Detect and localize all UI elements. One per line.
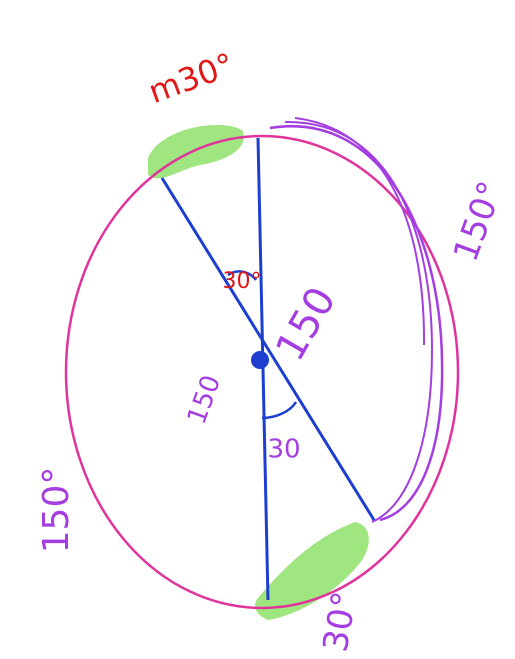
center	[251, 351, 269, 369]
diagram: m30° 150° 30° 150 150 30 150° 30°	[0, 0, 515, 659]
label: 30°	[223, 269, 262, 294]
label: 150°	[36, 467, 77, 554]
label: 30	[267, 435, 300, 465]
